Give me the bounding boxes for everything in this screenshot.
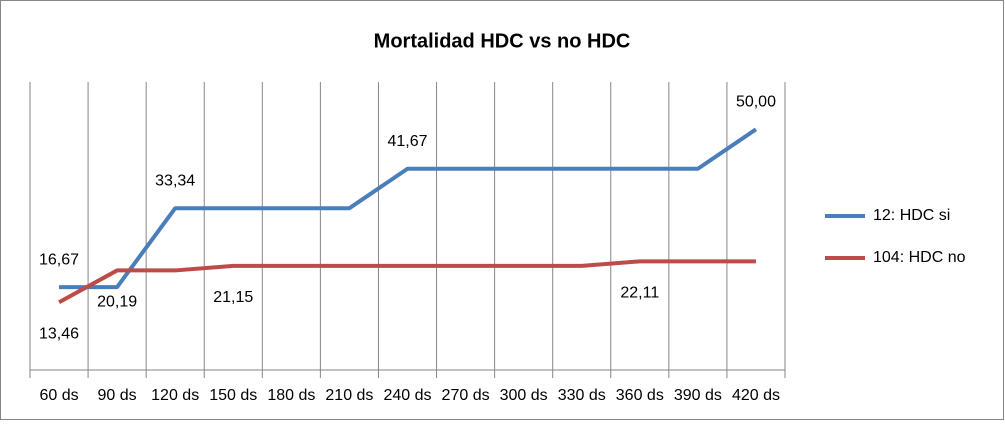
data-label: 13,46 [39, 326, 79, 343]
data-label: 16,67 [39, 251, 79, 268]
x-tick-label: 420 ds [732, 387, 780, 404]
x-tick-label: 330 ds [558, 387, 606, 404]
data-label: 21,15 [213, 289, 253, 306]
x-tick-label: 60 ds [39, 387, 78, 404]
chart-title: Mortalidad HDC vs no HDC [374, 30, 631, 52]
data-label: 22,11 [620, 285, 659, 302]
x-tick-label: 390 ds [674, 387, 722, 404]
x-tick-label: 210 ds [325, 387, 373, 404]
data-label: 20,19 [97, 294, 137, 311]
legend-label: 12: HDC si [873, 207, 950, 224]
data-label: 50,00 [736, 94, 776, 111]
x-tick-label: 180 ds [267, 387, 315, 404]
legend-label: 104: HDC no [873, 249, 966, 266]
x-tick-label: 150 ds [209, 387, 257, 404]
x-tick-label: 240 ds [383, 387, 431, 404]
x-tick-label: 360 ds [616, 387, 664, 404]
x-tick-label: 300 ds [500, 387, 548, 404]
series-line [59, 127, 758, 290]
data-label: 33,34 [155, 172, 195, 189]
x-tick-label: 90 ds [98, 387, 137, 404]
series-line [58, 259, 756, 305]
data-label: 41,67 [387, 133, 427, 150]
x-tick-label: 120 ds [151, 387, 199, 404]
x-tick-label: 270 ds [442, 387, 490, 404]
